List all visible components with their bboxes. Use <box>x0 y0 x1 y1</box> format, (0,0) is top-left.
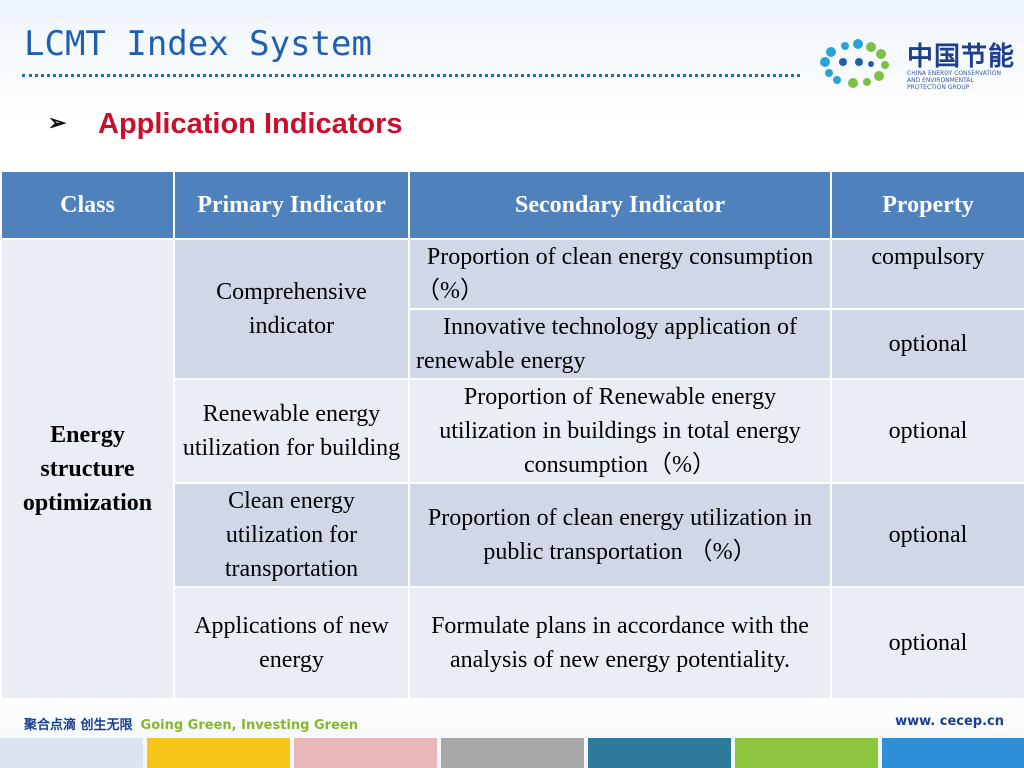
logo-name-en: CHINA ENERGY CONSERVATION AND ENVIRONMEN… <box>907 70 1001 91</box>
header-secondary-indicator: Secondary Indicator <box>408 170 832 240</box>
cecep-logo-icon <box>820 39 889 88</box>
property-cell: optional <box>830 482 1024 588</box>
table-row: Energy structure optimization Comprehens… <box>0 238 1024 700</box>
header-property: Property <box>830 170 1024 240</box>
table-row: Innovative technology application of ren… <box>1 308 1024 380</box>
section-heading: ➢ Application Indicators <box>48 108 403 141</box>
primary-indicator-cell: Applications of new energy <box>173 586 410 700</box>
footer-stripe <box>294 738 437 768</box>
primary-indicator-cell: Renewable energy utilization for buildin… <box>173 378 410 484</box>
property-cell: optional <box>830 586 1024 700</box>
footer-stripe <box>588 738 731 768</box>
arrow-bullet-icon: ➢ <box>48 110 67 135</box>
table-row: Clean energy utilization for transportat… <box>1 482 1024 588</box>
indicator-table: Class Primary Indicator Secondary Indica… <box>0 170 1024 700</box>
footer-stripe <box>735 738 878 768</box>
footer-stripe <box>882 738 1024 768</box>
footer-slogan: 聚合点滴 创生无限 Going Green, Investing Green <box>24 714 358 733</box>
footer: 聚合点滴 创生无限 Going Green, Investing Green ww… <box>0 700 1024 768</box>
class-cell: Energy structure optimization <box>0 238 175 700</box>
table-header-row: Class Primary Indicator Secondary Indica… <box>0 170 1024 240</box>
primary-indicator-cell: Comprehensive indicator <box>173 238 410 380</box>
secondary-indicator-cell: Proportion of clean energy consumption（%… <box>408 238 832 310</box>
header-primary-indicator: Primary Indicator <box>173 170 410 240</box>
secondary-indicator-cell: Proportion of clean energy utilization i… <box>408 482 832 588</box>
primary-indicator-cell: Clean energy utilization for transportat… <box>173 482 410 588</box>
property-cell: compulsory <box>830 238 1024 310</box>
table-row: Renewable energy utilization for buildin… <box>1 378 1024 484</box>
property-cell: optional <box>830 378 1024 484</box>
secondary-indicator-cell: Formulate plans in accordance with the a… <box>408 586 832 700</box>
footer-stripe <box>147 738 290 768</box>
slogan-cn: 聚合点滴 创生无限 <box>24 718 133 733</box>
logo-name-cn: 中国节能 <box>907 42 1016 72</box>
header-class: Class <box>0 170 175 240</box>
secondary-indicator-cell: Proportion of Renewable energy utilizati… <box>408 378 832 484</box>
company-logo: 中国节能 CHINA ENERGY CONSERVATION AND ENVIR… <box>815 32 1015 96</box>
property-cell: optional <box>830 308 1024 380</box>
footer-url[interactable]: www. cecep.cn <box>895 714 1004 729</box>
footer-stripe <box>441 738 584 768</box>
slogan-en: Going Green, Investing Green <box>140 718 358 733</box>
footer-stripe <box>0 738 143 768</box>
title-divider <box>22 74 800 77</box>
section-heading-text: Application Indicators <box>98 108 403 140</box>
table-row: Applications of new energy Formulate pla… <box>1 586 1024 700</box>
secondary-indicator-cell: Innovative technology application of ren… <box>408 308 832 380</box>
slide-title: LCMT Index System <box>24 24 372 64</box>
